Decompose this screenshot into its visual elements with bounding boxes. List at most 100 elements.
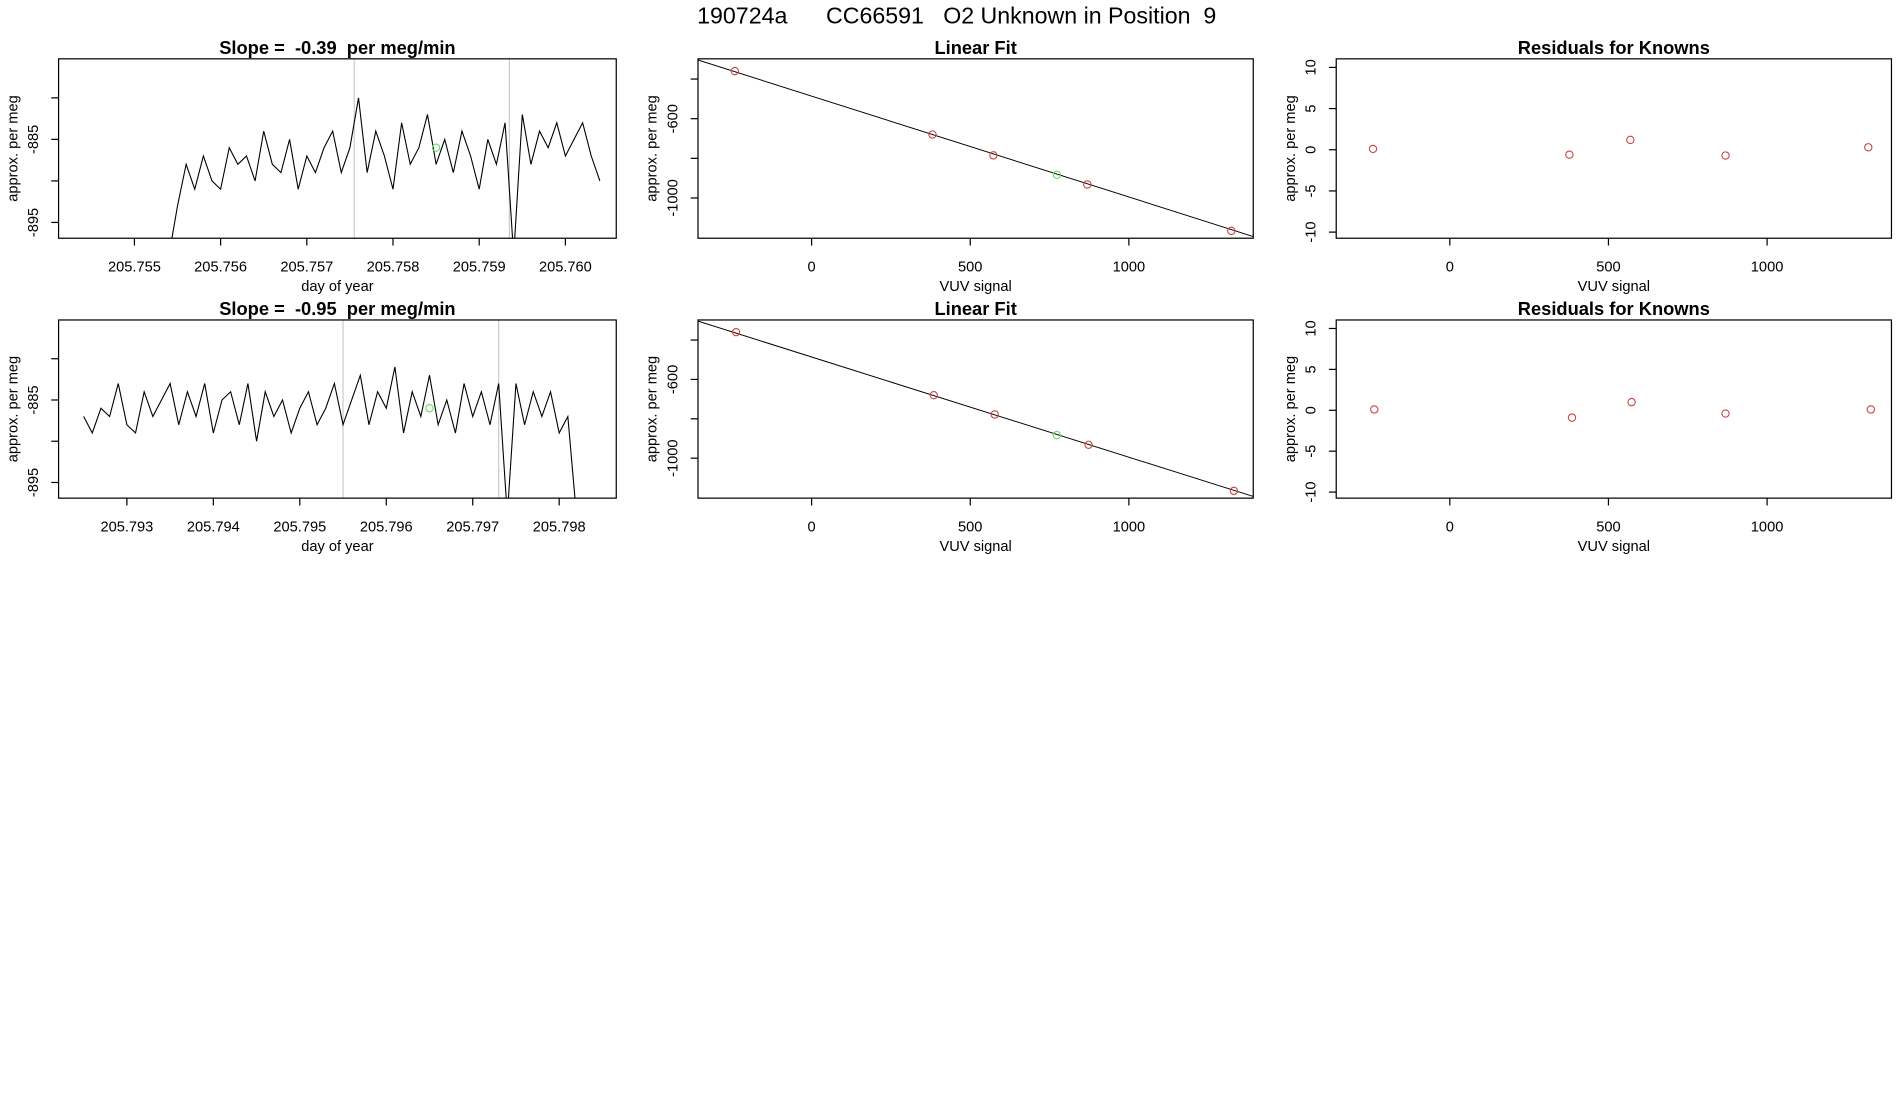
x-axis-label: VUV signal [1578, 539, 1650, 555]
plot-area [171, 58, 601, 239]
plot-area [698, 320, 1254, 497]
y-tick-label: 10 [1304, 59, 1320, 75]
data-point [1567, 413, 1577, 422]
y-tick-label: 5 [1304, 365, 1320, 373]
data-point [730, 66, 740, 76]
x-tick-label: 205.757 [280, 259, 333, 275]
x-tick-label: 205.759 [453, 259, 506, 275]
data-point [1052, 430, 1062, 440]
y-axis-label: approx. per meg [5, 95, 21, 202]
data-point [425, 404, 434, 413]
y-tick-label: -10 [1304, 482, 1320, 503]
y-tick-label: 5 [1304, 105, 1320, 113]
chart-title: Residuals for Knowns [1518, 37, 1710, 58]
x-tick-label: 500 [958, 519, 982, 535]
x-tick-label: 0 [1446, 519, 1454, 535]
x-axis-label: VUV signal [939, 279, 1011, 295]
data-point [1721, 151, 1730, 160]
x-axis-label: day of year [301, 279, 373, 295]
data-point [1368, 144, 1378, 154]
figure-title: 190724a CC66591 O2 Unknown in Position 9 [697, 2, 1216, 28]
y-tick-label: -5 [1304, 445, 1320, 458]
x-axis-label: day of year [301, 539, 373, 555]
y-tick-label: -600 [665, 365, 681, 394]
data-point [731, 327, 741, 337]
plot-frame [697, 58, 1254, 239]
plot-area [698, 59, 1254, 238]
y-tick-label: -600 [665, 104, 681, 133]
x-tick-label: 0 [808, 519, 816, 535]
data-point [1721, 409, 1730, 418]
data-point [1052, 170, 1062, 179]
x-tick-label: 0 [808, 259, 816, 275]
x-tick-label: 205.797 [446, 519, 499, 535]
plot-area [1368, 135, 1873, 160]
x-axis-label: VUV signal [939, 539, 1011, 555]
plot-frame [1335, 319, 1893, 499]
y-tick-label: -895 [26, 208, 42, 237]
data-point [1370, 405, 1379, 414]
data-point [1227, 226, 1236, 236]
y-tick-label: 0 [1304, 406, 1320, 414]
x-tick-label: 500 [1596, 259, 1620, 275]
data-point [1626, 135, 1635, 145]
fit-line [698, 59, 1254, 238]
chart-title: Linear Fit [934, 37, 1016, 58]
x-tick-label: 500 [958, 259, 982, 275]
data-point [1229, 486, 1239, 496]
y-axis-label: approx. per meg [645, 356, 661, 463]
data-line [171, 97, 601, 239]
fit-line [698, 320, 1254, 497]
plot-frame [697, 319, 1254, 499]
data-line [83, 366, 576, 499]
x-tick-label: 205.756 [194, 259, 247, 275]
x-tick-label: 205.758 [367, 259, 420, 275]
data-point [1084, 440, 1093, 449]
data-point [989, 151, 998, 160]
plot-area [83, 319, 576, 499]
x-tick-label: 1000 [1113, 259, 1146, 275]
x-tick-label: 0 [1446, 259, 1454, 275]
chart-title: Slope = -0.95 per meg/min [219, 298, 455, 319]
x-tick-label: 205.796 [360, 519, 413, 535]
plot-frame [57, 58, 617, 239]
data-point [1864, 143, 1873, 152]
chart-title: Residuals for Knowns [1518, 298, 1710, 319]
y-tick-label: -5 [1304, 184, 1320, 197]
chart-title: Linear Fit [934, 298, 1016, 319]
x-tick-label: 205.793 [100, 519, 153, 535]
y-tick-label: -10 [1304, 222, 1320, 243]
x-tick-label: 205.794 [187, 519, 240, 535]
plot-area [1370, 397, 1876, 422]
y-tick-label: 10 [1304, 320, 1320, 336]
data-point [431, 143, 441, 152]
chart-title: Slope = -0.39 per meg/min [219, 37, 455, 58]
y-tick-label: -885 [26, 385, 42, 414]
data-point [1083, 180, 1092, 189]
x-tick-label: 1000 [1113, 519, 1146, 535]
y-tick-label: -895 [26, 468, 42, 497]
y-tick-label: -1000 [665, 179, 681, 216]
x-tick-label: 1000 [1751, 519, 1784, 535]
x-axis-label: VUV signal [1578, 279, 1650, 295]
data-point [1565, 150, 1574, 159]
data-point [928, 130, 937, 139]
x-tick-label: 500 [1596, 519, 1620, 535]
y-axis-label: approx. per meg [1283, 356, 1299, 463]
x-tick-label: 205.760 [539, 259, 592, 275]
y-tick-label: -885 [26, 125, 42, 154]
y-axis-label: approx. per meg [1283, 95, 1299, 202]
y-axis-label: approx. per meg [645, 95, 661, 202]
x-tick-label: 205.795 [273, 519, 326, 535]
data-point [1866, 405, 1876, 414]
plot-frame [1335, 58, 1893, 239]
x-tick-label: 205.798 [533, 519, 586, 535]
x-tick-label: 1000 [1751, 259, 1784, 275]
plot-frame [57, 319, 617, 499]
y-tick-label: 0 [1304, 146, 1320, 154]
y-tick-label: -1000 [665, 439, 681, 476]
y-axis-label: approx. per meg [5, 356, 21, 463]
data-point [929, 390, 938, 400]
